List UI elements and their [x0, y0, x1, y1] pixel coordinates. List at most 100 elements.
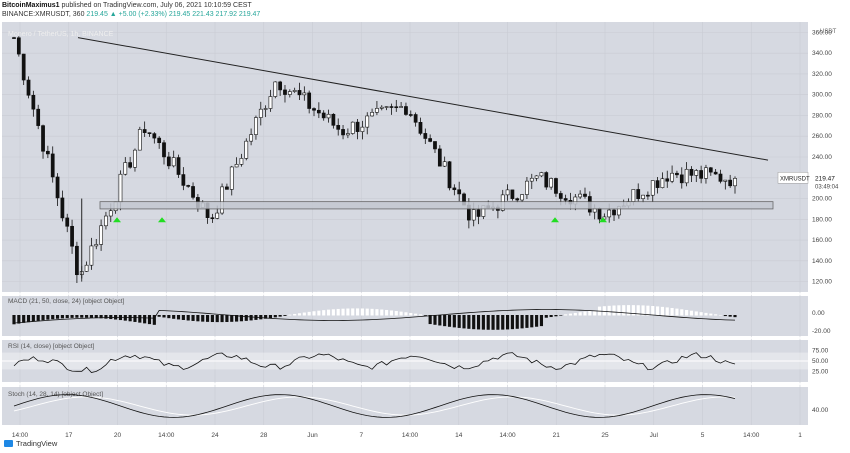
macd-histogram-bar	[496, 315, 500, 330]
candle-body	[365, 115, 370, 128]
candle-body	[370, 112, 374, 117]
macd-histogram-bar	[128, 315, 132, 322]
candle-body	[433, 141, 437, 150]
macd-histogram-bar	[60, 315, 64, 319]
candle-body	[437, 148, 442, 167]
macd-tick-label: 0.00	[812, 310, 825, 317]
symbol-line: BINANCE:XMRUSDT, 360 219.45 ▲ +5.00 (+2.…	[2, 10, 260, 19]
candle-body	[583, 193, 587, 197]
candle-body	[718, 173, 723, 182]
candle-body	[278, 81, 283, 91]
macd-histogram-bar	[588, 310, 592, 316]
macd-histogram-bar	[181, 315, 185, 320]
macd-histogram-bar	[462, 315, 466, 329]
price-label: 219.47	[815, 175, 835, 182]
macd-histogram-bar	[41, 315, 45, 321]
candle-body	[708, 167, 713, 173]
candle-body	[137, 129, 142, 151]
macd-histogram-bar	[694, 311, 698, 316]
macd-histogram-bar	[302, 312, 306, 316]
candle-body	[515, 198, 520, 201]
stoch-legend: Stoch (14, 28, 14) [object Object]	[8, 391, 103, 398]
time-tick-label: Jul	[650, 432, 659, 439]
macd-histogram-bar	[476, 315, 481, 330]
macd-histogram-bar	[70, 315, 74, 318]
candle-body	[162, 142, 166, 158]
candle-body	[457, 189, 462, 195]
macd-histogram-bar	[525, 315, 529, 328]
price-label-box	[812, 172, 848, 192]
macd-histogram-bar	[660, 306, 664, 316]
candle-body	[733, 178, 737, 187]
macd-histogram-bar	[133, 315, 137, 322]
candle-body	[108, 210, 113, 217]
candle-body	[631, 189, 636, 202]
macd-histogram-bar	[433, 315, 437, 325]
candle-body	[660, 178, 665, 188]
macd-histogram-bar	[51, 315, 55, 320]
candle-body	[229, 166, 234, 190]
macd-histogram-bar	[312, 311, 316, 316]
macd-histogram-bar	[80, 315, 84, 318]
candle-body	[157, 137, 162, 144]
candle-body	[215, 212, 220, 219]
macd-histogram-bar	[249, 315, 253, 321]
macd-histogram-bar	[147, 315, 152, 325]
macd-histogram-bar	[99, 315, 103, 319]
macd-histogram-bar	[520, 315, 524, 329]
candle-body	[452, 187, 457, 191]
macd-histogram-bar	[157, 315, 161, 317]
price-tick-label: 300.00	[812, 92, 832, 99]
rsi-line	[13, 352, 736, 373]
time-tick-label: 14	[455, 432, 463, 439]
time-tick-label: 14:00	[743, 432, 760, 439]
macd-histogram-bar	[505, 315, 510, 330]
candle-body	[220, 186, 224, 214]
macd-histogram-bar	[36, 315, 40, 321]
currency-label: USDT	[820, 29, 837, 35]
candle-body	[166, 156, 171, 167]
published-text: published on TradingView.com, July 06, 2…	[61, 2, 252, 9]
macd-histogram-bar	[486, 315, 490, 330]
macd-histogram-bar	[326, 309, 331, 316]
candle-body	[341, 129, 345, 136]
candle-body	[171, 157, 176, 167]
macd-histogram-bar	[331, 309, 335, 316]
macd-histogram-bar	[65, 315, 69, 319]
candle-body	[655, 180, 660, 188]
macd-histogram-bar	[399, 311, 403, 316]
macd-histogram-bar	[307, 311, 311, 316]
macd-histogram-bar	[273, 315, 277, 318]
candle-body	[471, 209, 476, 221]
rsi-tick-label: 75.00	[812, 348, 829, 355]
stoch-d-line	[13, 396, 736, 416]
macd-histogram-bar	[573, 312, 577, 316]
macd-histogram-bar	[55, 315, 60, 319]
candle-body	[254, 117, 258, 135]
candle-body	[21, 53, 26, 81]
macd-histogram-bar	[109, 315, 113, 320]
price-tick-label: 340.00	[812, 50, 832, 57]
macd-histogram-bar	[510, 315, 514, 330]
macd-histogram-bar	[46, 315, 50, 320]
macd-histogram-bar	[607, 305, 611, 316]
candle-body	[544, 172, 549, 188]
candle-body	[70, 225, 74, 247]
macd-histogram-bar	[568, 313, 573, 316]
candle-body	[273, 81, 278, 97]
candle-body	[297, 90, 302, 96]
footer: TradingView	[4, 439, 57, 448]
macd-histogram-bar	[481, 315, 485, 330]
author: BitcoinMaximus1	[2, 2, 60, 9]
macd-histogram-bar	[370, 308, 374, 316]
candle-body	[94, 244, 99, 247]
macd-histogram-bar	[297, 313, 302, 316]
macd-histogram-bar	[723, 315, 727, 317]
macd-histogram-bar	[428, 315, 432, 325]
macd-histogram-bar	[360, 308, 364, 316]
macd-histogram-bar	[491, 315, 495, 330]
candle-body	[210, 217, 215, 219]
macd-histogram-bar	[75, 315, 79, 318]
candle-body	[191, 186, 195, 198]
